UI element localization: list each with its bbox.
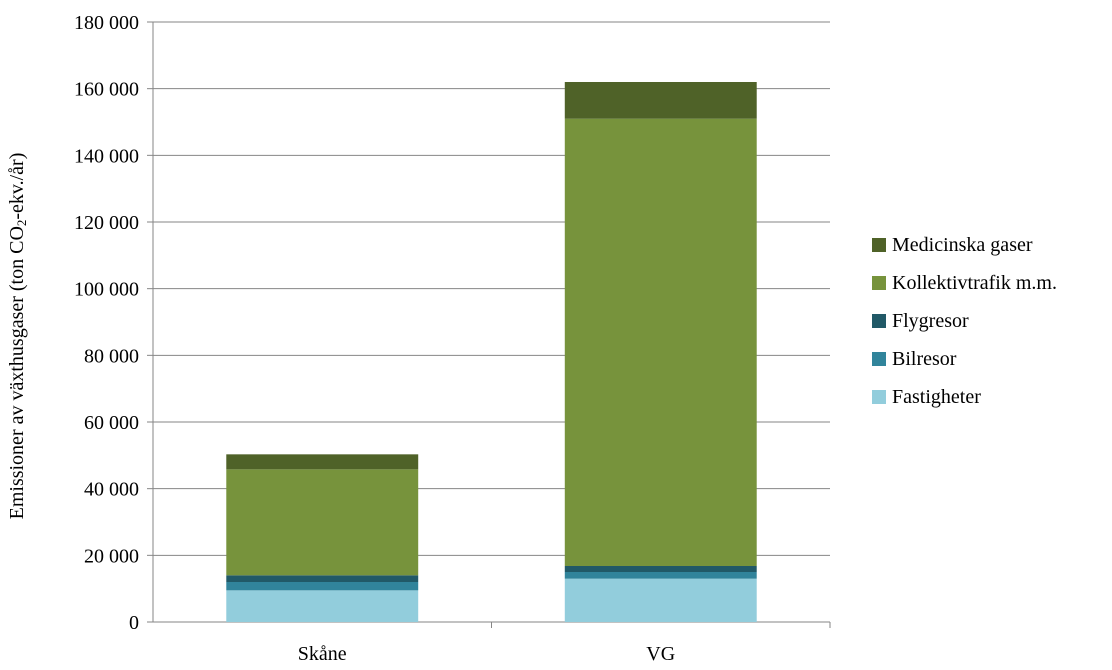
y-axis-label-tail: -ekv./år) <box>6 152 28 220</box>
bar-segment-kollektivtrafik-m-m <box>226 469 419 576</box>
y-tick-label: 80 000 <box>84 345 139 367</box>
y-tick-label: 140 000 <box>74 145 139 167</box>
legend-swatch <box>872 314 886 328</box>
y-tick-label: 60 000 <box>84 412 139 434</box>
y-axis-label-subscript: 2 <box>14 219 29 227</box>
bar-segment-medicinska-gaser <box>226 454 419 470</box>
legend-label: Medicinska gaser <box>892 233 1033 256</box>
bar-segment-medicinska-gaser <box>564 82 757 119</box>
y-tick-label: 40 000 <box>84 479 139 501</box>
legend-label: Fastigheter <box>892 385 981 408</box>
legend: Medicinska gaser Kollektivtrafik m.m. Flyg… <box>872 226 1108 416</box>
y-tick-label: 20 000 <box>84 545 139 567</box>
bar-segment-flygresor <box>564 566 757 572</box>
legend-item: Kollektivtrafik m.m. <box>872 264 1108 302</box>
bar-segment-bilresor <box>564 572 757 579</box>
bar-segment-flygresor <box>226 575 419 582</box>
bar-segment-kollektivtrafik-m-m <box>564 118 757 567</box>
legend-swatch <box>872 238 886 252</box>
bar-segment-fastigheter <box>226 590 419 622</box>
bar-segment-fastigheter <box>564 578 757 622</box>
y-tick-label: 100 000 <box>74 279 139 301</box>
legend-item: Fastigheter <box>872 378 1108 416</box>
y-axis-label: Emissioner av växthusgaser (ton CO2-ekv.… <box>6 153 30 520</box>
y-tick-label: 160 000 <box>74 79 139 101</box>
legend-label: Bilresor <box>892 347 957 370</box>
legend-item: Medicinska gaser <box>872 226 1108 264</box>
legend-swatch <box>872 276 886 290</box>
y-tick-label: 120 000 <box>74 212 139 234</box>
y-tick-label: 0 <box>129 612 139 634</box>
bar-segment-bilresor <box>226 582 419 591</box>
legend-swatch <box>872 390 886 404</box>
legend-label: Flygresor <box>892 309 969 332</box>
y-tick-label: 180 000 <box>74 12 139 34</box>
x-tick-label: Skåne <box>298 643 347 665</box>
legend-item: Flygresor <box>872 302 1108 340</box>
x-tick-label: VG <box>646 643 675 665</box>
legend-swatch <box>872 352 886 366</box>
y-axis-label-main: Emissioner av växthusgaser (ton CO <box>6 226 28 520</box>
legend-label: Kollektivtrafik m.m. <box>892 271 1057 294</box>
legend-item: Bilresor <box>872 340 1108 378</box>
